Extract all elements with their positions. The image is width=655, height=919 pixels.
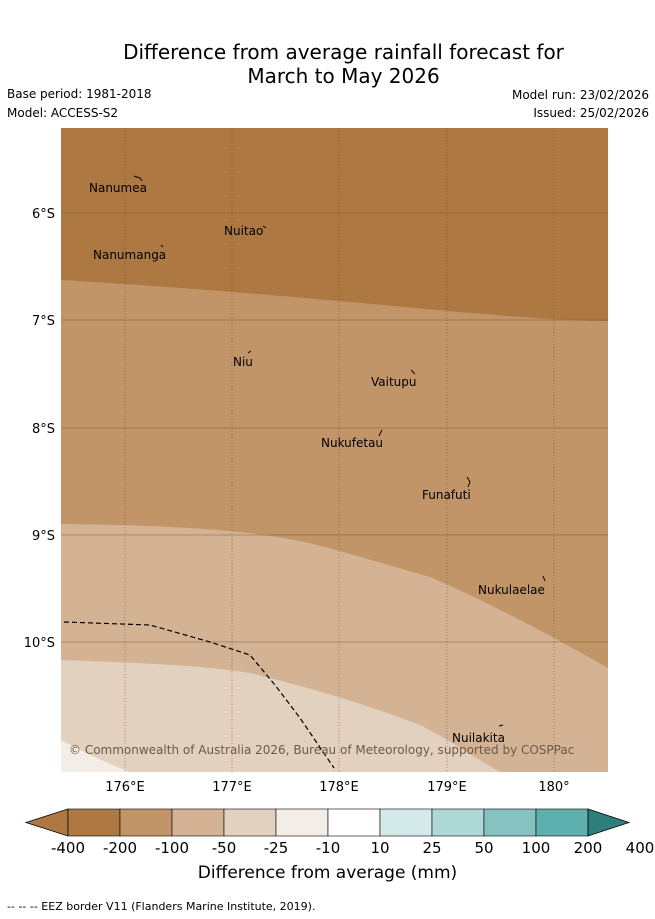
longitude-gridlines xyxy=(124,128,555,772)
island-nanumea-shape xyxy=(133,175,143,182)
place-nuilakita: Nuilakita xyxy=(452,731,505,745)
lon-label-177e: 177°E xyxy=(212,780,252,795)
colorbar-tick-label: -25 xyxy=(263,839,289,857)
colorbar-tick-label: 25 xyxy=(422,839,442,857)
place-nuitao: Nuitao xyxy=(224,224,263,238)
lat-label-7s: 7°S xyxy=(32,314,55,329)
island-nuitao-shape xyxy=(262,225,267,229)
issued-date: Issued: 25/02/2026 xyxy=(533,106,649,120)
island-vaitupu-shape xyxy=(410,369,416,375)
colorbar-tick-label: -400 xyxy=(50,839,86,857)
colorbar-tick-label: 400 xyxy=(625,839,655,857)
colorbar-segment xyxy=(67,808,121,837)
place-nanumanga: Nanumanga xyxy=(93,248,166,262)
place-nukulaelae: Nukulaelae xyxy=(478,583,545,597)
lon-label-179e: 179°E xyxy=(427,780,467,795)
island-outlines xyxy=(133,175,546,727)
island-niu-shape xyxy=(247,350,252,354)
copyright-notice: © Commonwealth of Australia 2026, Bureau… xyxy=(69,743,574,757)
place-nanumea: Nanumea xyxy=(89,181,147,195)
colorbar-tick-label: 100 xyxy=(521,839,551,857)
colorbar-title: Difference from average (mm) xyxy=(197,863,458,883)
lat-label-9s: 9°S xyxy=(32,529,55,544)
lon-label-180: 180° xyxy=(538,780,569,795)
lat-label-6s: 6°S xyxy=(32,207,55,222)
longitude-labels: 176°E 177°E 178°E 179°E 180° xyxy=(105,780,569,795)
place-labels: Nanumea Nuitao Nanumanga Niu Vaitupu Nuk… xyxy=(89,181,545,745)
lon-label-176e: 176°E xyxy=(105,780,145,795)
latitude-labels: 6°S 7°S 8°S 9°S 10°S xyxy=(24,207,55,651)
base-period: Base period: 1981-2018 xyxy=(7,87,152,101)
colorbar-segment xyxy=(431,808,485,837)
model-run: Model run: 23/02/2026 xyxy=(511,88,649,102)
title-line-2: March to May 2026 xyxy=(247,64,440,88)
rainfall-map xyxy=(61,128,608,772)
colorbar-extend-low xyxy=(24,808,69,837)
colorbar-tick-label: -50 xyxy=(211,839,237,857)
colorbar-segment xyxy=(379,808,433,837)
lon-label-178e: 178°E xyxy=(319,780,359,795)
island-nanumanga-shape xyxy=(160,244,164,248)
colorbar-segment xyxy=(535,808,589,837)
eez-footnote: -- -- -- EEZ border V11 (Flanders Marine… xyxy=(7,900,316,913)
place-funafuti: Funafuti xyxy=(422,488,471,502)
colorbar xyxy=(24,808,631,837)
chart-title: Difference from average rainfall forecas… xyxy=(0,40,655,88)
band-minus-10 xyxy=(61,740,130,772)
colorbar-segment xyxy=(223,808,277,837)
colorbar-segment xyxy=(171,808,225,837)
colorbar-segment xyxy=(327,808,381,837)
place-vaitupu: Vaitupu xyxy=(371,375,417,389)
colorbar-tick-label: 50 xyxy=(474,839,494,857)
place-niu: Niu xyxy=(233,355,253,369)
band-minus-25 xyxy=(61,660,500,772)
colorbar-extend-high xyxy=(587,808,631,837)
model-name: Model: ACCESS-S2 xyxy=(7,106,119,120)
colorbar-tick-label: -10 xyxy=(315,839,341,857)
lat-label-8s: 8°S xyxy=(32,422,55,437)
island-funafuti-shape xyxy=(466,476,471,488)
island-nuilakita-shape xyxy=(498,724,504,727)
colorbar-tick-label: -100 xyxy=(154,839,190,857)
place-nukufetau: Nukufetau xyxy=(321,436,383,450)
colorbar-segment xyxy=(119,808,173,837)
colorbar-segment xyxy=(483,808,537,837)
colorbar-tick-label: 200 xyxy=(573,839,603,857)
latitude-gridlines xyxy=(61,212,608,643)
island-nukulaelae-shape xyxy=(542,575,546,582)
colorbar-tick-label: -200 xyxy=(102,839,138,857)
title-line-1: Difference from average rainfall forecas… xyxy=(123,40,564,64)
colorbar-tick-label: 10 xyxy=(370,839,390,857)
colorbar-segment xyxy=(275,808,329,837)
lat-label-10s: 10°S xyxy=(24,636,55,651)
island-nukufetau-shape xyxy=(378,429,383,437)
